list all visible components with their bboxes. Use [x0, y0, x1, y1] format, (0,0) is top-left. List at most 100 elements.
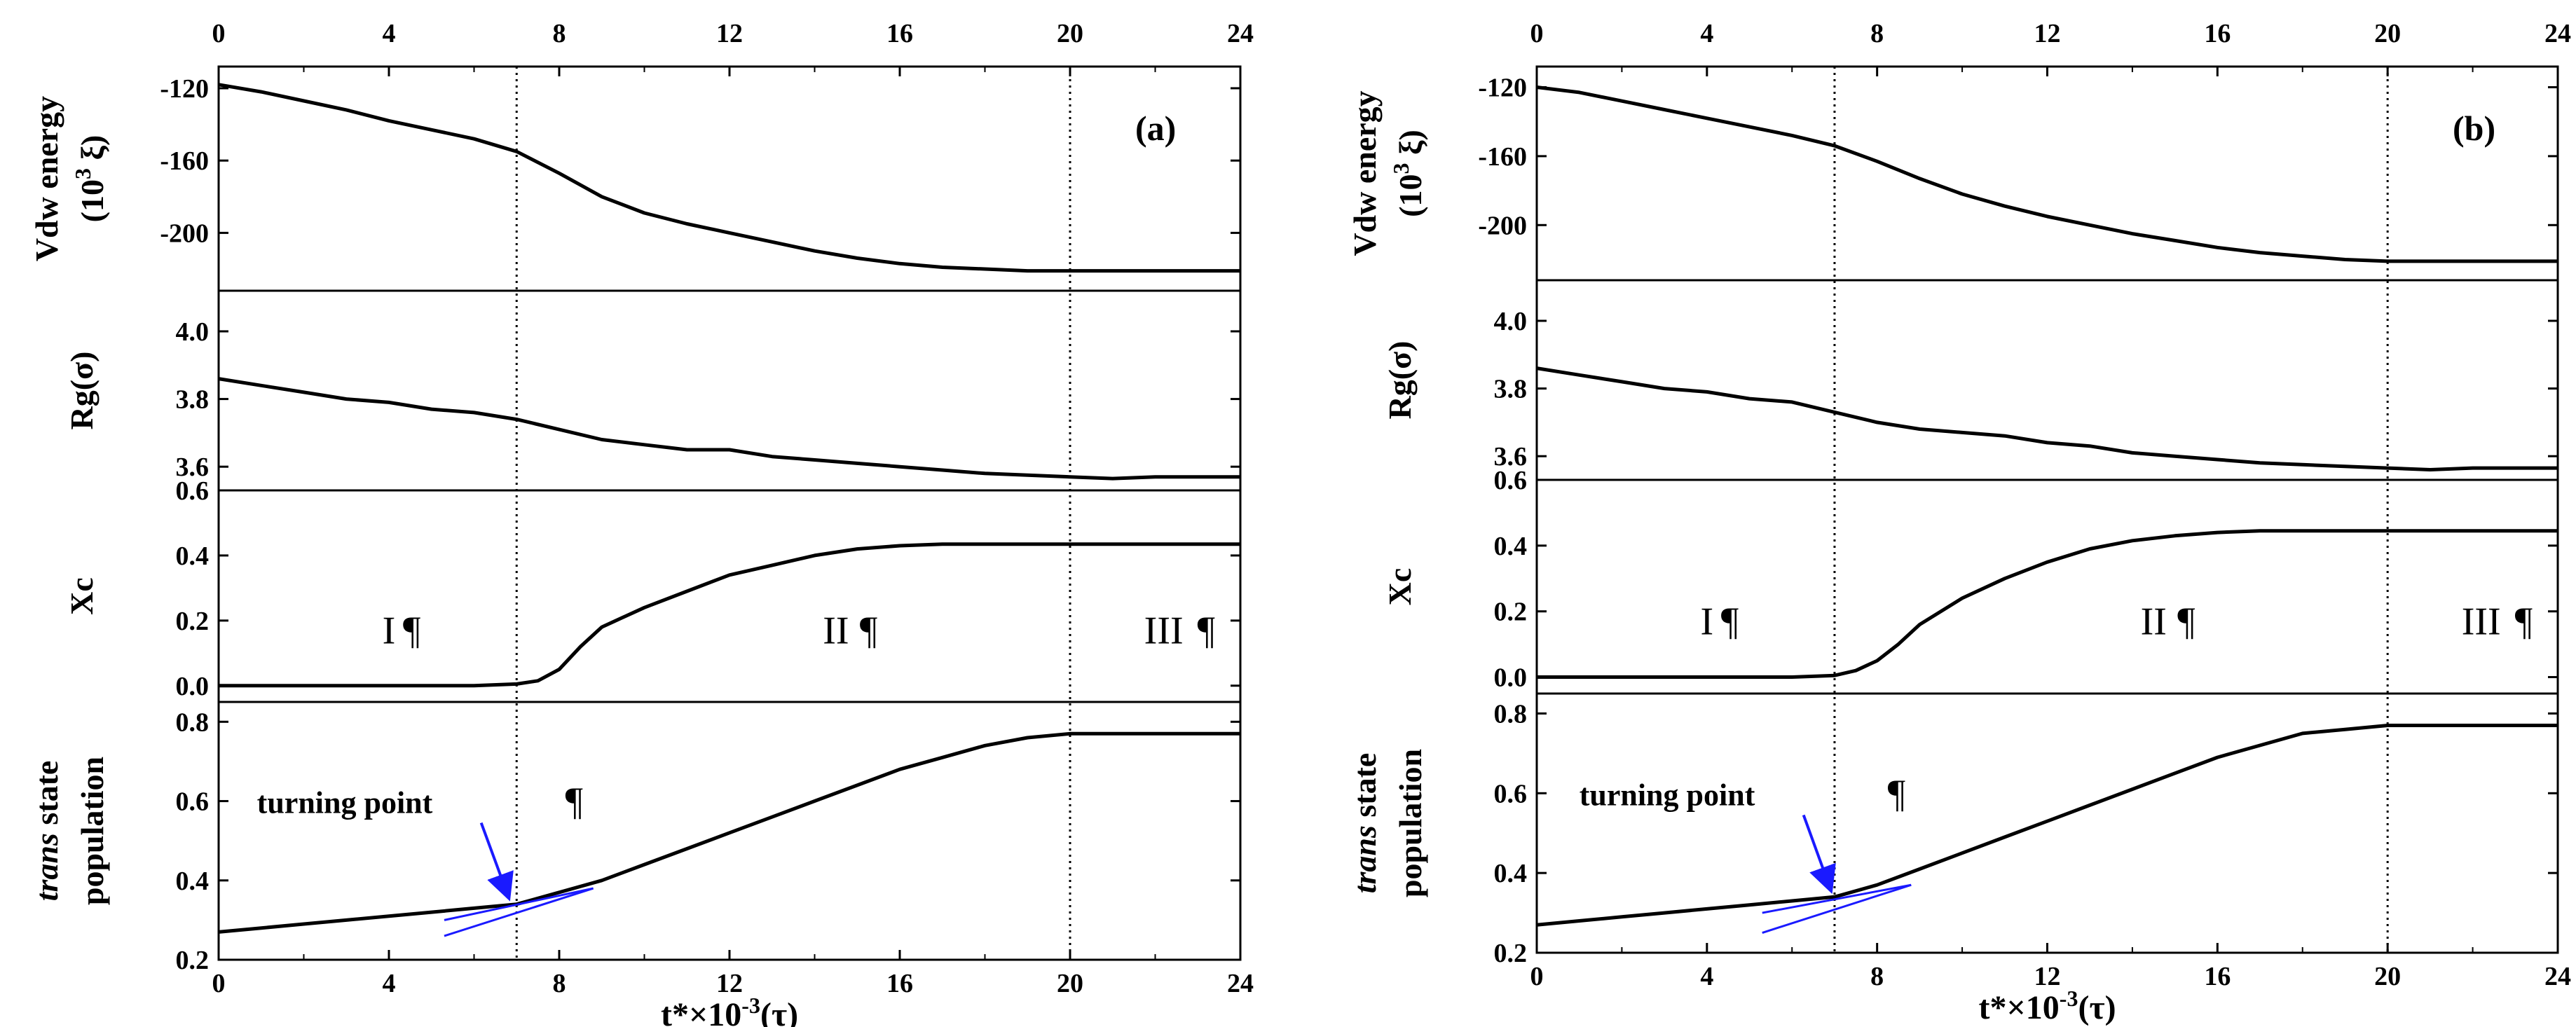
- y-tick-label: -120: [1478, 74, 1527, 103]
- paragraph-mark: ¶: [2177, 600, 2195, 644]
- y-tick-label: 3.6: [1494, 442, 1528, 471]
- tangent-line: [1762, 883, 1912, 934]
- x-axis-label-prefix: t*×10: [661, 996, 741, 1027]
- paragraph-mark: ¶: [860, 609, 877, 652]
- y-axis-label-line2-exponent: 3: [1388, 163, 1413, 174]
- y-tick-label: 0.4: [1494, 859, 1528, 888]
- y-tick-label: 0.8: [176, 708, 210, 737]
- y-tick-label: 0.2: [1494, 939, 1528, 968]
- paragraph-mark: ¶: [1721, 600, 1739, 644]
- turning-point-arrow: [479, 822, 514, 902]
- y-axis-label-line1: Vdw energy: [1347, 90, 1383, 256]
- series-line-xc: [219, 542, 1240, 688]
- x-tick-label-top: 16: [2204, 19, 2231, 48]
- phase-label: II: [823, 609, 849, 652]
- y-axis-label-italic: trans: [1347, 825, 1383, 893]
- x-tick-label-top: 12: [2034, 19, 2061, 48]
- series-line-vdw: [1536, 85, 2558, 263]
- x-tick-label-top: 4: [383, 19, 396, 48]
- y-axis-label-line2: (103 ξ): [1388, 130, 1428, 217]
- y-tick-label: 4.0: [176, 317, 210, 347]
- x-tick-label: 20: [2374, 962, 2401, 991]
- panel-b: 0 0 4 4 8 8 12 12 16 16 20 20 24 24 t*×10-3(τ) -120 -160…: [1347, 19, 2571, 1026]
- tangent-line: [444, 887, 594, 921]
- phase-label: III: [1144, 609, 1184, 652]
- x-tick-label: 8: [553, 969, 566, 998]
- y-tick-label: 0.8: [1494, 699, 1528, 729]
- y-tick-label: 0.2: [1494, 598, 1528, 627]
- tangent-line: [444, 887, 594, 937]
- y-tick-label: -160: [160, 146, 209, 176]
- x-tick-label: 20: [1057, 969, 1083, 998]
- series-line-rg: [218, 377, 1240, 481]
- y-axis-label-line2-suffix: ξ): [74, 135, 110, 168]
- x-tick-label: 4: [1700, 962, 1713, 991]
- x-tick-label: 0: [1530, 962, 1544, 991]
- phase-label: I: [383, 609, 396, 652]
- y-tick-label: 0.0: [176, 672, 210, 701]
- y-tick-label: 0.4: [1494, 532, 1528, 561]
- x-tick-label: 0: [212, 969, 226, 998]
- x-axis-label-exponent: -3: [2060, 986, 2078, 1011]
- y-axis-label-line2-suffix: ξ): [1392, 130, 1428, 163]
- turning-point-paragraph-mark: ¶: [566, 780, 583, 824]
- y-tick-label: 4.0: [1494, 307, 1528, 336]
- turning-point-paragraph-mark: ¶: [1888, 772, 1905, 815]
- y-tick-label: -200: [160, 219, 209, 248]
- tangent-line: [1762, 883, 1912, 914]
- phase-label: II: [2141, 600, 2167, 644]
- x-tick-label-top: 20: [1057, 19, 1083, 48]
- x-tick-label: 16: [886, 969, 913, 998]
- y-tick-label: 0.2: [176, 607, 210, 636]
- y-axis-label-line2: population: [74, 757, 110, 905]
- x-tick-label: 12: [2034, 962, 2061, 991]
- x-tick-label: 16: [2204, 962, 2231, 991]
- panel-label: (a): [1135, 109, 1176, 148]
- paragraph-mark: ¶: [1198, 609, 1215, 652]
- y-axis-label-line2-prefix: (10: [74, 179, 110, 222]
- x-axis-label: t*×10-3(τ): [1978, 986, 2116, 1026]
- x-axis-label-suffix: (τ): [2078, 989, 2116, 1026]
- y-tick-label: 0.0: [1494, 663, 1528, 693]
- panel-label: (b): [2453, 109, 2495, 148]
- series-line-trans: [1536, 724, 2558, 927]
- x-tick-label-top: 0: [1530, 19, 1544, 48]
- paragraph-mark: ¶: [403, 609, 420, 652]
- x-tick-label: 4: [383, 969, 396, 998]
- y-axis-label-line2-prefix: (10: [1392, 174, 1428, 217]
- y-axis-label: Xc: [1382, 568, 1418, 606]
- y-axis-label-rest: state: [29, 761, 64, 833]
- series-line-vdw: [218, 83, 1240, 273]
- y-axis-label-line1: trans state: [29, 761, 64, 902]
- y-tick-label: 0.6: [176, 476, 210, 506]
- y-axis-label-line2-exponent: 3: [70, 168, 95, 179]
- x-axis-label-suffix: (τ): [760, 996, 798, 1027]
- turning-point-label: turning point: [257, 786, 433, 820]
- y-axis-label-italic: trans: [29, 833, 64, 901]
- y-axis-label: Rg(σ): [64, 352, 100, 430]
- x-tick-label: 24: [1227, 969, 1254, 998]
- y-tick-label: -160: [1478, 142, 1527, 172]
- y-tick-label: 0.4: [176, 542, 210, 571]
- x-tick-label-top: 20: [2374, 19, 2401, 48]
- y-tick-label: 3.6: [176, 453, 210, 482]
- y-axis-label-rest: state: [1347, 753, 1383, 825]
- x-tick-label: 24: [2544, 962, 2571, 991]
- y-tick-label: 0.2: [176, 946, 210, 975]
- y-tick-label: 0.4: [176, 867, 210, 896]
- series-line-xc: [1537, 529, 2558, 679]
- x-tick-label-top: 4: [1700, 19, 1713, 48]
- plot-frame: [217, 65, 1242, 961]
- turning-point-label: turning point: [1580, 778, 1755, 812]
- x-axis-label-exponent: -3: [741, 993, 760, 1018]
- y-tick-label: -200: [1478, 211, 1527, 240]
- y-tick-label: 0.6: [1494, 466, 1528, 495]
- y-tick-label: -120: [160, 74, 209, 104]
- x-axis-label: t*×10-3(τ): [661, 993, 798, 1027]
- y-axis-label-line1: trans state: [1347, 753, 1383, 894]
- y-axis-label-line2: (103 ξ): [70, 135, 110, 223]
- paragraph-mark: ¶: [2515, 600, 2533, 644]
- turning-point-arrow: [1802, 814, 1836, 895]
- x-axis-label-prefix: t*×10: [1978, 989, 2059, 1026]
- x-tick-label: 12: [716, 969, 743, 998]
